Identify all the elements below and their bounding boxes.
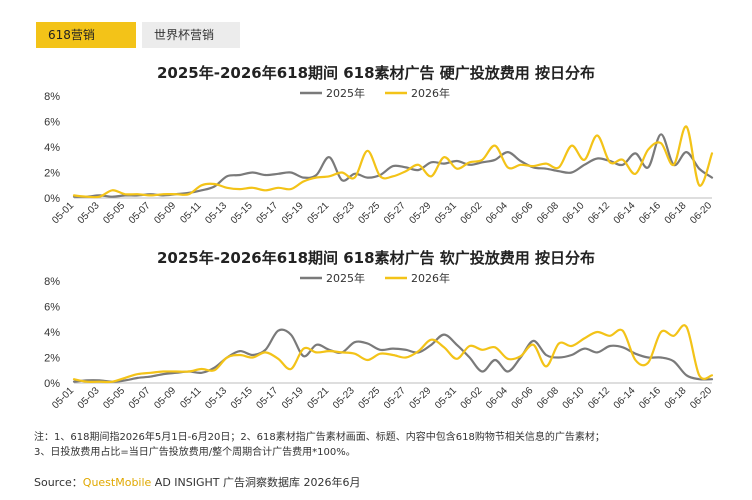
x-tick-label: 05-09 [152, 200, 178, 226]
x-tick-label: 06-18 [663, 385, 689, 411]
x-tick-label: 05-21 [305, 200, 331, 226]
y-tick-label: 2% [44, 353, 60, 365]
x-tick-label: 06-06 [510, 385, 536, 411]
x-tick-label: 05-15 [229, 385, 255, 411]
x-tick-label: 05-17 [254, 385, 280, 411]
x-tick-label: 06-08 [535, 200, 561, 226]
x-tick-label: 05-07 [127, 385, 153, 411]
x-tick-label: 05-25 [356, 385, 382, 411]
x-tick-label: 05-31 [433, 200, 459, 226]
x-tick-label: 06-16 [637, 385, 663, 411]
tab-618-marketing[interactable]: 618营销 [36, 22, 136, 48]
x-tick-label: 05-25 [356, 200, 382, 226]
x-tick-label: 05-17 [254, 200, 280, 226]
soft-ad-spend-chart: 2025年-2026年618期间 618素材广告 软广投放费用 按日分布 2025… [0, 245, 752, 435]
x-tick-label: 05-13 [203, 200, 229, 226]
tab-world-cup-marketing[interactable]: 世界杯营销 [142, 22, 240, 48]
x-tick-label: 06-14 [612, 200, 638, 226]
hard-ad-spend-chart: 2025年-2026年618期间 618素材广告 硬广投放费用 按日分布 2025… [0, 60, 752, 250]
y-tick-label: 8% [44, 91, 60, 103]
x-tick-label: 06-10 [561, 200, 587, 226]
y-tick-label: 4% [44, 142, 60, 154]
x-tick-label: 05-31 [433, 385, 459, 411]
y-tick-label: 2% [44, 168, 60, 180]
x-tick-label: 05-27 [382, 385, 408, 411]
footnote-line-1: 注：1、618期间指2026年5月1日-6月20日；2、618素材指广告素材画面… [34, 432, 605, 443]
x-tick-label: 06-20 [688, 200, 714, 226]
y-tick-label: 0% [44, 378, 60, 390]
x-tick-label: 06-02 [459, 385, 485, 411]
x-tick-label: 05-11 [178, 200, 204, 226]
chart-svg: 2025年-2026年618期间 618素材广告 硬广投放费用 按日分布 2025… [44, 64, 714, 226]
chart-svg: 2025年-2026年618期间 618素材广告 软广投放费用 按日分布 2025… [44, 249, 714, 411]
x-tick-label: 05-13 [203, 385, 229, 411]
x-tick-label: 06-20 [688, 385, 714, 411]
x-tick-label: 05-15 [229, 200, 255, 226]
y-tick-label: 0% [44, 193, 60, 205]
x-tick-label: 05-11 [178, 385, 204, 411]
legend-label: 2026年 [411, 271, 450, 285]
x-tick-label: 06-04 [484, 200, 510, 226]
series-line-1 [72, 324, 714, 384]
x-tick-label: 06-10 [561, 385, 587, 411]
series-line-1 [72, 125, 714, 199]
footnote-line-2: 3、日投放费用占比=当日广告投放费用/整个周期合计广告费用*100%。 [34, 447, 356, 458]
x-tick-label: 06-12 [586, 200, 612, 226]
x-tick-label: 05-19 [280, 200, 306, 226]
x-tick-label: 05-05 [101, 200, 127, 226]
x-tick-label: 05-07 [127, 200, 153, 226]
source-line: Source：QuestMobile AD INSIGHT 广告洞察数据库 20… [34, 474, 361, 490]
x-tick-label: 06-14 [612, 385, 638, 411]
x-tick-label: 05-03 [76, 385, 102, 411]
x-tick-label: 05-29 [408, 385, 434, 411]
x-tick-label: 05-23 [331, 385, 357, 411]
x-tick-label: 05-05 [101, 385, 127, 411]
tab-bar: 618营销 世界杯营销 [36, 22, 240, 48]
x-tick-label: 05-03 [76, 200, 102, 226]
x-tick-label: 06-04 [484, 385, 510, 411]
y-tick-label: 4% [44, 327, 60, 339]
x-tick-label: 06-12 [586, 385, 612, 411]
x-tick-label: 05-09 [152, 385, 178, 411]
series-line-0 [72, 133, 714, 198]
footnotes: 注：1、618期间指2026年5月1日-6月20日；2、618素材指广告素材画面… [34, 430, 605, 460]
x-tick-label: 05-29 [408, 200, 434, 226]
y-tick-label: 6% [44, 117, 60, 129]
source-text: AD INSIGHT 广告洞察数据库 2026年6月 [151, 476, 361, 489]
x-tick-label: 06-08 [535, 385, 561, 411]
x-tick-label: 06-18 [663, 200, 689, 226]
y-tick-label: 6% [44, 302, 60, 314]
source-brand: QuestMobile [82, 476, 152, 489]
x-tick-label: 06-06 [510, 200, 536, 226]
x-tick-label: 05-27 [382, 200, 408, 226]
chart-title: 2025年-2026年618期间 618素材广告 硬广投放费用 按日分布 [157, 64, 595, 82]
chart-title: 2025年-2026年618期间 618素材广告 软广投放费用 按日分布 [157, 249, 595, 267]
x-tick-label: 05-23 [331, 200, 357, 226]
legend-label: 2026年 [411, 86, 450, 100]
legend-label: 2025年 [326, 86, 365, 100]
source-label: Source： [34, 476, 83, 489]
x-tick-label: 05-19 [280, 385, 306, 411]
legend-label: 2025年 [326, 271, 365, 285]
y-tick-label: 8% [44, 276, 60, 288]
x-tick-label: 06-16 [637, 200, 663, 226]
x-tick-label: 05-21 [305, 385, 331, 411]
x-tick-label: 06-02 [459, 200, 485, 226]
